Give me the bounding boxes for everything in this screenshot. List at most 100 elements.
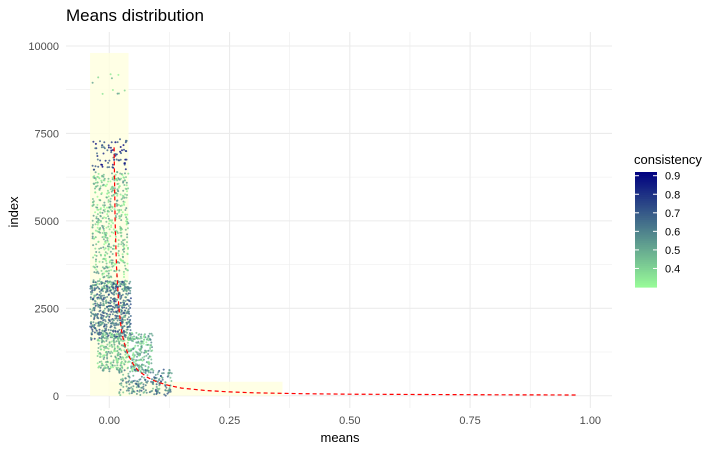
data-point — [123, 314, 126, 317]
data-point — [150, 350, 153, 352]
data-point — [96, 226, 99, 229]
legend-color-step — [635, 235, 657, 238]
data-point — [111, 206, 114, 209]
data-point — [91, 232, 94, 235]
data-point — [149, 347, 152, 350]
data-point — [103, 177, 106, 180]
data-point — [99, 316, 102, 319]
data-point — [128, 392, 131, 395]
data-point — [110, 246, 112, 249]
data-point — [126, 299, 129, 301]
data-point — [99, 278, 101, 281]
data-point — [100, 179, 103, 182]
data-point — [96, 223, 99, 226]
data-point — [110, 344, 113, 347]
data-point — [154, 374, 157, 376]
data-point — [108, 345, 111, 348]
data-point — [93, 318, 95, 321]
data-point — [101, 92, 104, 95]
data-point — [100, 364, 103, 367]
data-point — [106, 357, 109, 360]
data-point — [99, 304, 101, 307]
data-point — [107, 328, 110, 331]
data-point — [92, 279, 95, 282]
data-point — [123, 285, 126, 288]
data-point — [107, 177, 110, 180]
data-point — [105, 232, 108, 235]
data-point — [95, 243, 98, 246]
data-point — [125, 207, 128, 210]
data-point — [104, 270, 107, 273]
data-point — [113, 337, 116, 340]
data-point — [125, 244, 128, 247]
data-point — [118, 329, 121, 331]
data-point — [103, 232, 106, 234]
data-point — [120, 243, 123, 246]
data-point — [103, 327, 106, 330]
data-point — [158, 387, 161, 390]
data-point — [102, 146, 105, 149]
data-point — [100, 247, 102, 250]
legend-color-step — [635, 181, 657, 185]
data-point — [121, 304, 124, 307]
data-point — [130, 392, 133, 395]
data-point — [117, 306, 120, 309]
data-point — [96, 362, 99, 365]
data-point — [89, 308, 92, 311]
data-point — [125, 216, 128, 219]
data-point — [150, 332, 153, 335]
data-point — [112, 194, 115, 197]
data-point — [121, 356, 124, 359]
data-point — [120, 282, 123, 285]
data-point — [146, 343, 149, 346]
data-point — [149, 344, 152, 347]
data-point — [114, 263, 117, 266]
data-point — [117, 317, 120, 320]
data-point — [99, 323, 102, 326]
data-point — [95, 329, 98, 332]
data-point — [104, 159, 107, 162]
data-point — [91, 291, 94, 294]
data-point — [123, 196, 126, 199]
data-point — [98, 321, 101, 324]
data-point — [119, 353, 122, 356]
data-point — [124, 168, 127, 171]
data-point — [147, 371, 150, 374]
data-point — [110, 355, 113, 358]
data-point — [114, 141, 117, 144]
data-point — [126, 269, 129, 272]
data-point — [113, 306, 116, 309]
data-point — [120, 378, 122, 381]
data-point — [158, 384, 161, 387]
data-point — [114, 314, 117, 317]
data-point — [108, 206, 111, 209]
data-point — [109, 275, 112, 278]
legend-color-step — [635, 229, 657, 233]
data-point — [125, 389, 128, 392]
data-point — [111, 335, 114, 338]
legend-color-step — [635, 271, 657, 275]
data-point — [118, 185, 121, 188]
data-point — [116, 298, 118, 301]
data-point — [127, 287, 130, 290]
data-point — [100, 146, 103, 149]
data-point — [99, 306, 102, 309]
data-point — [100, 322, 103, 324]
legend-tick-label: 0.4 — [665, 263, 680, 275]
data-point — [94, 211, 97, 214]
data-point — [112, 322, 114, 325]
data-point — [107, 347, 110, 350]
data-point — [94, 178, 97, 181]
data-point — [95, 258, 97, 261]
data-point — [92, 281, 95, 284]
data-point — [104, 336, 107, 339]
data-point — [164, 385, 167, 387]
data-point — [136, 363, 139, 366]
data-point — [129, 303, 132, 306]
x-tick-labels: 0.00 0.25 0.50 0.75 1.00 — [99, 415, 601, 427]
data-point — [113, 208, 116, 211]
data-point — [110, 361, 113, 364]
data-point — [103, 229, 105, 232]
data-point — [122, 385, 125, 388]
data-point — [119, 285, 122, 288]
